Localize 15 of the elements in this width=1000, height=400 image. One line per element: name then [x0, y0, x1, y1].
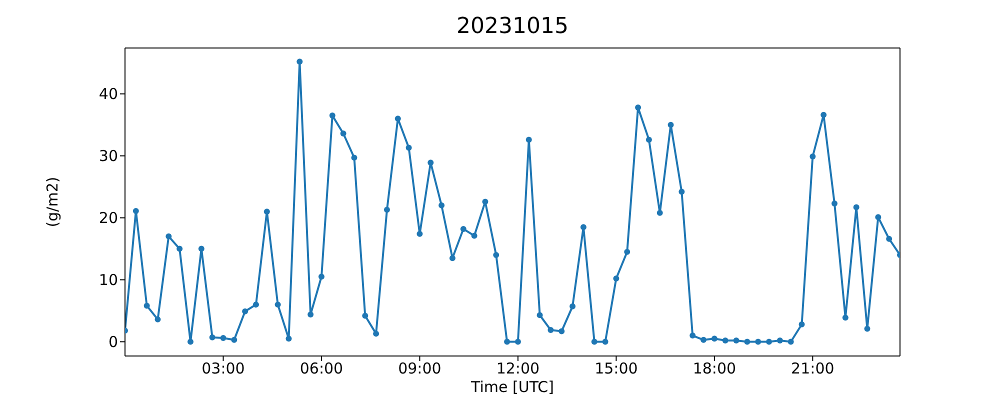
- y-tick-label: 40: [98, 85, 118, 104]
- x-tick-label: 18:00: [692, 360, 736, 378]
- x-tick-label: 06:00: [300, 360, 344, 378]
- x-tick-label: 12:00: [496, 360, 540, 378]
- x-tick-label: 21:00: [791, 360, 834, 378]
- x-tick-label: 15:00: [594, 360, 638, 378]
- y-tick-label: 0: [108, 333, 118, 352]
- y-tick-label: 30: [98, 147, 118, 166]
- x-axis-title: Time [UTC]: [470, 378, 554, 396]
- x-tick-label: 09:00: [398, 360, 442, 378]
- y-axis-title: (g/m2): [43, 176, 62, 228]
- y-tick-label: 20: [98, 209, 118, 228]
- y-tick-label: 10: [98, 271, 118, 290]
- chart-title: 20231015: [456, 14, 570, 39]
- x-tick-label: 03:00: [202, 360, 245, 378]
